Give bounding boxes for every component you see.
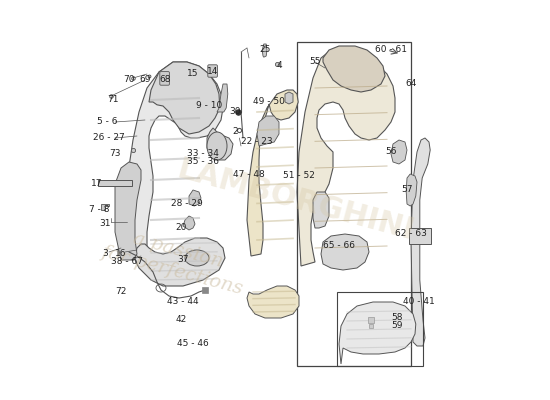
Polygon shape bbox=[101, 204, 109, 210]
Text: 4: 4 bbox=[276, 62, 282, 70]
Text: 16: 16 bbox=[116, 250, 127, 258]
Text: 62 - 63: 62 - 63 bbox=[395, 230, 427, 238]
Polygon shape bbox=[247, 90, 298, 256]
Text: 31: 31 bbox=[99, 220, 111, 228]
Polygon shape bbox=[183, 216, 195, 230]
Polygon shape bbox=[285, 92, 293, 104]
Ellipse shape bbox=[185, 250, 209, 266]
Text: 25: 25 bbox=[259, 46, 271, 54]
Polygon shape bbox=[135, 238, 225, 286]
Text: 5 - 6: 5 - 6 bbox=[97, 118, 117, 126]
Text: 26 - 27: 26 - 27 bbox=[93, 134, 125, 142]
Text: 51 - 52: 51 - 52 bbox=[283, 172, 315, 180]
FancyBboxPatch shape bbox=[208, 65, 217, 77]
Text: 64: 64 bbox=[405, 80, 417, 88]
Polygon shape bbox=[262, 44, 267, 57]
Text: 43 - 44: 43 - 44 bbox=[167, 298, 199, 306]
Text: 40 - 41: 40 - 41 bbox=[403, 298, 435, 306]
Polygon shape bbox=[391, 140, 407, 164]
Text: 49 - 50: 49 - 50 bbox=[253, 98, 285, 106]
Text: 2: 2 bbox=[232, 128, 238, 136]
FancyBboxPatch shape bbox=[98, 180, 132, 186]
Text: 30: 30 bbox=[229, 108, 241, 116]
Polygon shape bbox=[149, 62, 220, 134]
Text: 14: 14 bbox=[207, 68, 219, 76]
Text: 47 - 48: 47 - 48 bbox=[233, 170, 265, 178]
Polygon shape bbox=[323, 46, 385, 92]
Text: 9 - 10: 9 - 10 bbox=[196, 102, 222, 110]
Polygon shape bbox=[339, 302, 416, 364]
Polygon shape bbox=[406, 174, 417, 206]
Text: 28 - 29: 28 - 29 bbox=[171, 200, 203, 208]
Text: 73: 73 bbox=[109, 150, 121, 158]
Text: 7 - 8: 7 - 8 bbox=[89, 206, 109, 214]
Text: 68: 68 bbox=[160, 76, 170, 84]
Polygon shape bbox=[411, 138, 430, 346]
Text: 3: 3 bbox=[102, 250, 108, 258]
Text: 70: 70 bbox=[123, 76, 135, 84]
Text: 65 - 66: 65 - 66 bbox=[323, 242, 355, 250]
Polygon shape bbox=[189, 190, 201, 206]
Text: 22 - 23: 22 - 23 bbox=[241, 138, 273, 146]
Text: 33 - 34: 33 - 34 bbox=[187, 150, 219, 158]
Text: 72: 72 bbox=[116, 288, 127, 296]
Text: 37: 37 bbox=[177, 256, 189, 264]
Text: 71: 71 bbox=[107, 96, 119, 104]
Text: 55: 55 bbox=[309, 58, 321, 66]
Polygon shape bbox=[257, 116, 279, 146]
Ellipse shape bbox=[207, 132, 227, 160]
Text: a passion
for perfections: a passion for perfections bbox=[100, 222, 251, 298]
Text: 17: 17 bbox=[91, 180, 103, 188]
Text: 20: 20 bbox=[175, 224, 186, 232]
Text: 38 - 67: 38 - 67 bbox=[111, 258, 143, 266]
Text: 35 - 36: 35 - 36 bbox=[187, 158, 219, 166]
FancyBboxPatch shape bbox=[409, 228, 431, 244]
Text: 57: 57 bbox=[402, 186, 412, 194]
Text: 15: 15 bbox=[187, 70, 199, 78]
Polygon shape bbox=[115, 162, 141, 260]
Text: LAMBORGHINI: LAMBORGHINI bbox=[173, 154, 417, 246]
Polygon shape bbox=[207, 128, 233, 160]
Polygon shape bbox=[247, 286, 299, 318]
Text: 60 - 61: 60 - 61 bbox=[375, 46, 407, 54]
Polygon shape bbox=[321, 234, 369, 270]
Polygon shape bbox=[127, 62, 223, 260]
Text: 56: 56 bbox=[385, 148, 397, 156]
Text: 59: 59 bbox=[391, 322, 403, 330]
Text: 69: 69 bbox=[139, 76, 151, 84]
Text: 45 - 46: 45 - 46 bbox=[177, 340, 209, 348]
Polygon shape bbox=[313, 192, 329, 228]
Text: 42: 42 bbox=[175, 316, 186, 324]
Polygon shape bbox=[297, 50, 395, 266]
Text: 58: 58 bbox=[391, 314, 403, 322]
Polygon shape bbox=[217, 84, 228, 112]
FancyBboxPatch shape bbox=[160, 72, 169, 85]
